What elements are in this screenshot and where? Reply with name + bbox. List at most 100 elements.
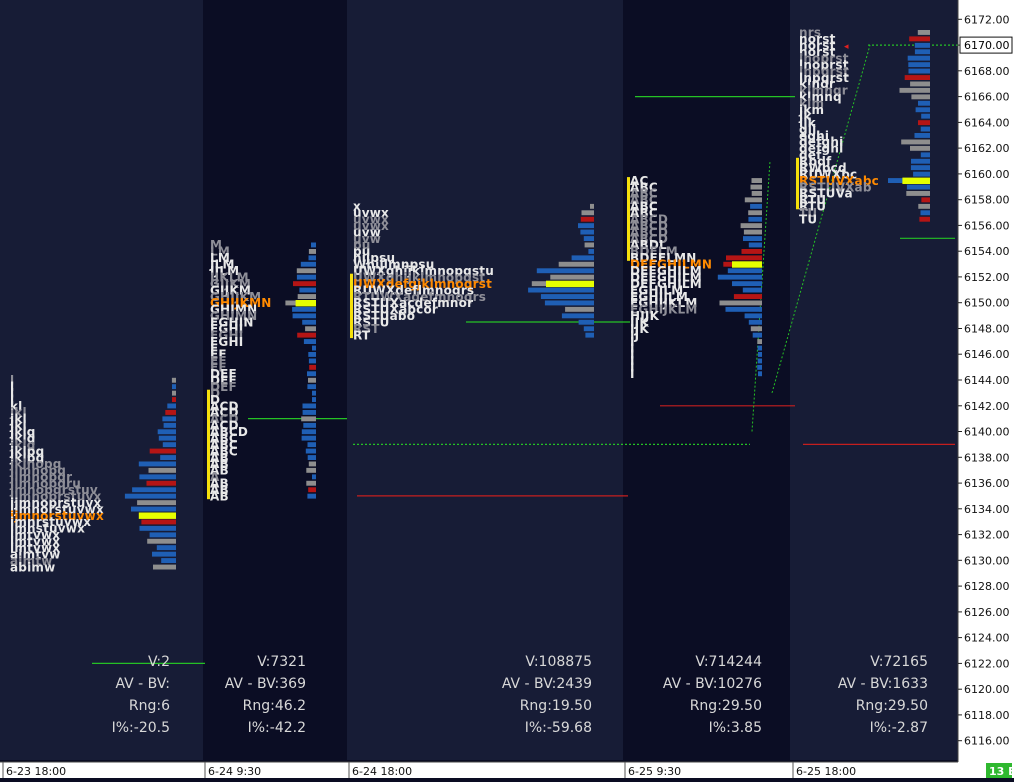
- volume-bar: [146, 480, 176, 486]
- volume-bar: [588, 249, 594, 254]
- tpo-row: F: [210, 341, 218, 355]
- initial-balance-bar: [796, 157, 799, 210]
- volume-bar: [300, 261, 316, 267]
- tpo-row: EF: [210, 348, 227, 362]
- volume-bar: [160, 455, 176, 460]
- volume-bar: [584, 242, 594, 248]
- volume-bar: [550, 274, 594, 280]
- tpo-row: imtvwx: [10, 528, 60, 542]
- volume-bar: [748, 216, 762, 222]
- current-price-label: 6170.00: [964, 39, 1010, 52]
- tpo-row: ijmnoprstuvx: [10, 496, 101, 510]
- price-tick-label: 6158.00: [964, 194, 1010, 207]
- time-label: 6-25 9:30: [628, 765, 681, 778]
- tpo-row: ABCD: [630, 213, 668, 227]
- volume-bar: [308, 255, 316, 261]
- stat-volume: V:72165: [870, 654, 928, 670]
- volume-bar: [727, 268, 762, 274]
- volume-bar: [919, 216, 930, 222]
- volume-bar: [726, 255, 762, 261]
- price-tick-label: 6168.00: [964, 65, 1010, 78]
- time-label: 6-24 18:00: [352, 765, 412, 778]
- poc-volume-bar: [138, 512, 176, 519]
- stat-av-bv: AV - BV:1633: [838, 676, 928, 692]
- volume-bar: [307, 455, 316, 460]
- tpo-row: BDFLM: [630, 245, 678, 259]
- session-stats: V:2 AV - BV: Rng:6 I%:-20.5 V:7321 AV - BV:36…: [112, 654, 928, 736]
- price-tick-label: 6154.00: [964, 245, 1010, 258]
- price-tick-label: 6156.00: [964, 219, 1010, 232]
- tpo-row: ABC: [630, 206, 658, 220]
- tpo-row: klmnq: [799, 90, 842, 104]
- tpo-row: jlmnopqru: [9, 477, 81, 491]
- tpo-row: ABC: [210, 444, 238, 458]
- tpo-row: ACD: [210, 399, 239, 413]
- initial-balance-bar: [207, 389, 210, 500]
- volume-bar: [153, 564, 176, 570]
- tpo-row: jkl: [9, 412, 27, 426]
- tpo-row: RUWXbc: [799, 167, 857, 181]
- volume-bar: [139, 474, 176, 480]
- volume-bar: [307, 493, 316, 499]
- volume-bar: [536, 268, 594, 274]
- tpo-row: EGHIJKLM: [630, 303, 698, 317]
- tpo-row: FGHI: [210, 335, 243, 349]
- volume-bar: [914, 42, 930, 48]
- volume-bar: [750, 203, 762, 209]
- price-tick-label: 6162.00: [964, 142, 1010, 155]
- tpo-row: RT: [353, 328, 371, 342]
- volume-bar: [139, 525, 176, 531]
- tpo-row: ijmnorstuvwx: [10, 502, 104, 516]
- tpo-row: AB: [210, 489, 229, 503]
- volume-bar: [918, 100, 930, 106]
- volume-bar: [578, 223, 594, 229]
- volume-bar: [292, 306, 316, 312]
- volume-bar: [565, 306, 594, 312]
- volume-bar: [297, 332, 316, 338]
- tpo-row: jkl: [9, 406, 27, 420]
- time-badge: [986, 763, 1012, 778]
- volume-bar: [725, 306, 762, 312]
- volume-bar: [172, 390, 176, 396]
- poc-volume-bar: [295, 300, 316, 307]
- price-tick-label: 6166.00: [964, 91, 1010, 104]
- tpo-row: RSTUXacdefmnor: [353, 296, 473, 310]
- tpo-row: jklq: [9, 432, 36, 446]
- volume-bar: [757, 358, 762, 364]
- tpo-row: klnqr: [799, 77, 835, 91]
- tpo-row: uvwx: [353, 206, 389, 220]
- volume-bar: [309, 364, 316, 370]
- tpo-row: GHIJKM: [210, 290, 261, 304]
- volume-bar: [138, 461, 176, 467]
- tpo-row: jlmnopq: [9, 464, 66, 478]
- tpo-row: IJK: [630, 316, 649, 330]
- tpo-row: I: [630, 335, 635, 349]
- volume-bar: [571, 255, 594, 261]
- volume-bar: [917, 30, 930, 35]
- stat-volume: V:714244: [695, 654, 762, 670]
- volume-bar: [920, 126, 930, 132]
- time-badge-label: 13 E: [989, 765, 1014, 778]
- tpo-row: ABC: [630, 200, 658, 214]
- tpo-row: jkl: [9, 419, 27, 433]
- price-tick-label: 6152.00: [964, 271, 1010, 284]
- price-tick-label: 6138.00: [964, 451, 1010, 464]
- session-backgrounds: [0, 0, 958, 760]
- tpo-row: jklpq: [9, 451, 44, 465]
- tpo-row: JLM: [209, 258, 235, 272]
- session-background-s1: [0, 0, 203, 760]
- volume-bar: [751, 178, 762, 183]
- price-tick-label: 6130.00: [964, 554, 1010, 567]
- volume-bar: [748, 242, 762, 248]
- tpo-row: EF: [210, 361, 227, 375]
- tpo-row: DEFGHILM: [630, 270, 702, 284]
- volume-profiles: [124, 30, 930, 570]
- tpo-row: def: [799, 148, 822, 162]
- price-tick-label: 6146.00: [964, 348, 1010, 361]
- tpo-row: FGHI: [210, 322, 243, 336]
- volume-bar: [167, 403, 176, 409]
- volume-bar: [152, 551, 176, 557]
- volume-bar: [158, 435, 176, 441]
- volume-bar: [914, 49, 930, 55]
- volume-bar: [904, 75, 930, 80]
